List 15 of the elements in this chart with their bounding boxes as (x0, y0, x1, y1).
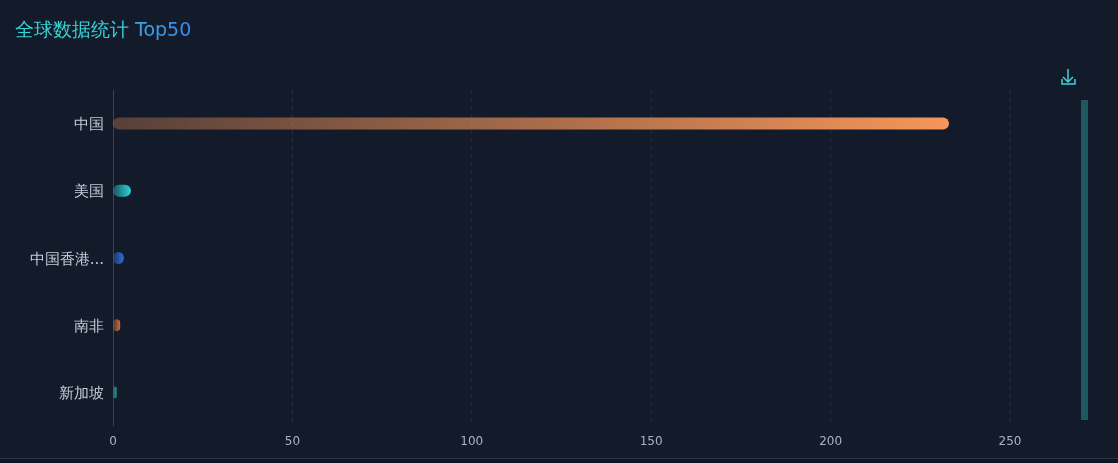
x-tick-label: 100 (460, 434, 484, 448)
y-tick-label: 中国香港... (29, 249, 104, 268)
x-tick-label: 150 (639, 434, 663, 448)
y-tick-label: 南非 (74, 316, 104, 335)
bar (113, 117, 949, 130)
bar (113, 319, 121, 332)
bar (113, 386, 117, 399)
y-tick-label: 美国 (74, 182, 104, 201)
x-tick-label: 250 (998, 434, 1022, 448)
x-tick-label: 50 (284, 434, 301, 448)
chart-title: 全球数据统计 Top50 (15, 18, 192, 40)
x-tick-label: 0 (109, 434, 117, 448)
x-tick-label: 200 (819, 434, 843, 448)
y-tick-label: 新加坡 (59, 383, 104, 402)
y-tick-label: 中国 (74, 115, 104, 134)
